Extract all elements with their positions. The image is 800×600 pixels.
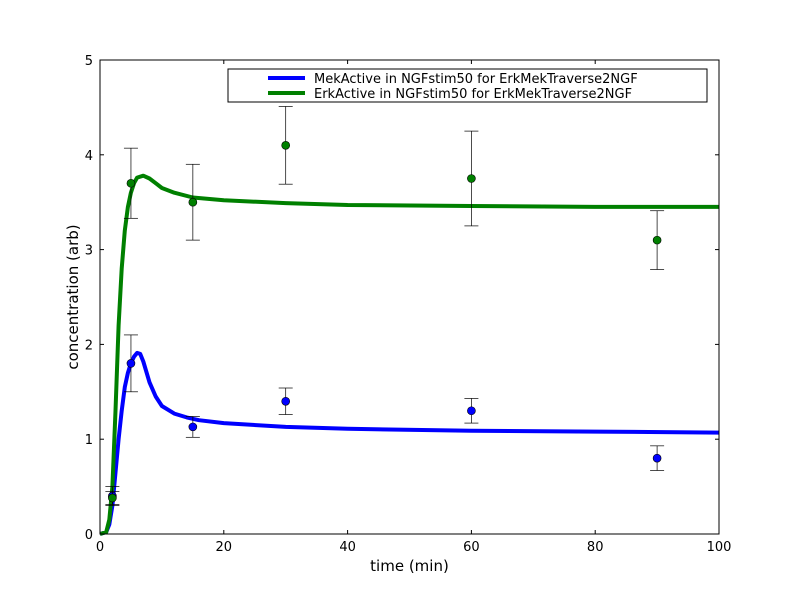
- x-tick-label: 60: [463, 540, 480, 555]
- data-point: [108, 493, 117, 503]
- legend-label-erk: ErkActive in NGFstim50 for ErkMekTravers…: [314, 87, 632, 102]
- data-point: [281, 141, 291, 150]
- x-tick-label: 100: [707, 540, 732, 555]
- legend-label-mek: MekActive in NGFstim50 for ErkMekTravers…: [314, 72, 638, 87]
- x-axis-label: time (min): [370, 557, 449, 575]
- y-axis-label: concentration (arb): [64, 224, 82, 369]
- y-tick-label: 5: [85, 54, 93, 69]
- data-point: [188, 197, 198, 207]
- series-0: [99, 350, 720, 536]
- plot-frame: [99, 59, 720, 535]
- y-tick-label: 3: [85, 244, 93, 259]
- x-tick-label: 80: [587, 540, 604, 555]
- series-points-0: [105, 334, 665, 506]
- data-point: [652, 453, 662, 463]
- y-tick-label: 2: [85, 338, 93, 353]
- series-points-1: [105, 106, 665, 505]
- y-tick-label: 1: [85, 433, 93, 448]
- x-tick-label: 20: [216, 540, 233, 555]
- data-point: [467, 174, 476, 183]
- data-point: [467, 406, 476, 416]
- data-point: [126, 359, 136, 368]
- y-tick-label: 0: [85, 528, 93, 543]
- data-point: [652, 235, 662, 245]
- legend-box: [227, 68, 708, 103]
- data-point: [126, 178, 136, 188]
- series-line-0: [99, 350, 720, 536]
- x-tick-label: 0: [96, 540, 104, 555]
- legend: MekActive in NGFstim50 for ErkMekTravers…: [227, 68, 708, 103]
- series-1: [99, 173, 719, 536]
- y-tick-label: 4: [85, 149, 93, 164]
- series-line-1: [99, 173, 719, 536]
- data-point: [188, 422, 198, 432]
- x-tick-label: 40: [339, 540, 356, 555]
- data-point: [281, 396, 291, 406]
